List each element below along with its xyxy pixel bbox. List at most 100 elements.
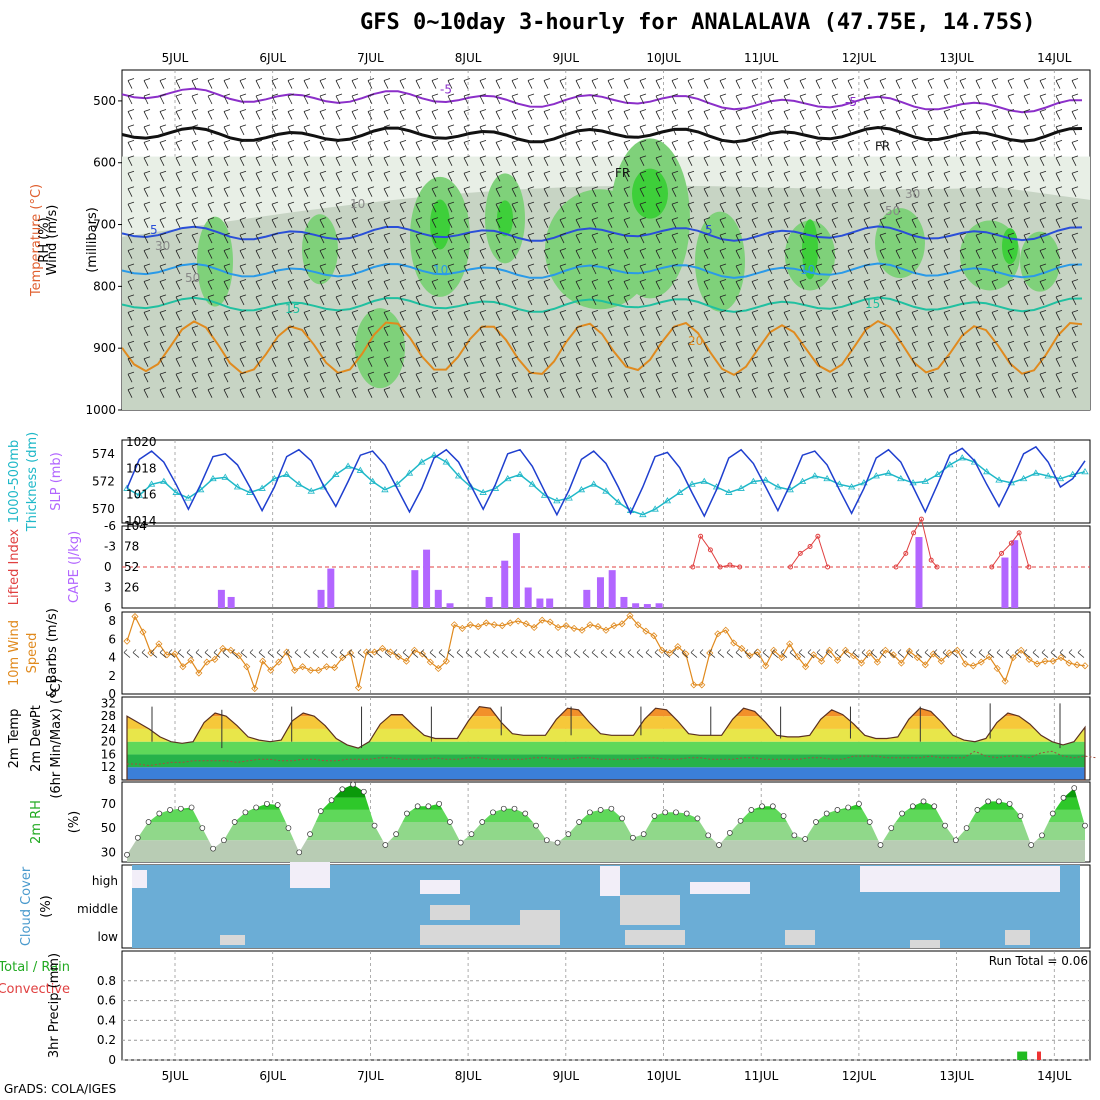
wind-barb [383,139,391,151]
rh-point [630,834,636,841]
wind-barb [367,186,375,197]
wind-barb [815,109,823,120]
wind-barb [943,124,951,136]
wind-barb [879,387,887,398]
wind-barb [383,309,391,321]
wind-barb [783,340,791,352]
wind-barb [623,155,631,166]
surface-wind-barb [591,649,599,658]
temp-band [127,767,1085,780]
rh-point [791,832,798,839]
wind-barb [1039,356,1047,367]
rh-point [716,842,722,848]
wind-barb [959,309,967,321]
cape-bar [546,598,554,608]
wind-barb [175,309,183,321]
wind-speed-point [690,681,698,689]
wind-barb [943,217,951,228]
date-label-top: 9JUL [552,51,579,65]
wind-barb [1007,217,1015,228]
wind-barb [591,217,599,228]
wind-barb [367,78,375,89]
wind-barb [959,155,967,166]
wind-barb [543,232,551,244]
wind-barb [271,109,279,120]
wind-barb [287,356,295,367]
date-label-top: 10JUL [646,51,681,65]
wind-barb [415,356,423,367]
wind-barb [479,186,487,197]
wind-barb [671,155,679,166]
cape-bar [446,603,454,608]
wind-barb [991,93,999,105]
date-label-top: 5JUL [162,51,189,65]
wind-speed-point [219,644,227,653]
wind-barb [207,263,215,275]
wind-barb [879,294,887,306]
wind-barb [127,124,135,136]
wind-barb [607,217,615,228]
wind-barb [703,109,711,120]
panel-label: Thickness (dm) [25,432,40,532]
wind-barb [175,93,183,105]
wind-barb [831,340,839,352]
wind-barb [399,201,407,213]
wind-barb [639,155,647,166]
wind-barb [559,201,567,213]
panel-label: 2m DewPt [29,705,44,772]
wind-barb [671,78,679,89]
wind-barb [815,170,823,182]
temp-band [127,741,1085,755]
wind-barb [607,387,615,398]
wind-barb [991,309,999,321]
wind-barb [575,109,583,120]
wind-barb [879,78,887,89]
wind-barb [799,325,807,336]
wind-barb [991,139,999,151]
wind-barb [815,387,823,398]
wind-barb [447,217,455,228]
wind-barb [287,371,295,383]
wind-barb [911,279,919,290]
isotherm-label: 10 [433,263,448,277]
wind-barb [927,170,935,182]
wind-barb [431,279,439,290]
wind-barb [287,325,295,336]
wind-barb [415,78,423,89]
wind-barb [959,387,967,398]
surface-wind-barb [429,649,437,658]
date-label-bottom: 13JUL [939,1069,974,1083]
wind-speed-point [299,663,307,671]
surface-wind-barb [1041,649,1049,658]
temp-tick: 12 [101,760,116,774]
wind-barb [991,248,999,259]
wind-barb [399,217,407,228]
rh-point [543,837,550,844]
wind-barb [927,93,935,105]
wind-barb [927,155,935,166]
wind-barb [911,124,919,136]
wind-speed-point [450,621,458,629]
wind-barb [895,279,903,290]
wind-speed-point [682,650,690,658]
wind-barb [767,248,775,259]
slp-tick: 1014 [126,514,157,528]
pressure-tick: 500 [93,94,116,108]
wind-barb [303,325,311,336]
wind-barb [991,186,999,197]
wind-barb [223,232,231,244]
wind-speed-point [211,655,219,663]
wind-speed-point [841,646,850,654]
rh-point [447,819,453,825]
surface-wind-barb [933,649,941,658]
wind-barb [703,201,711,213]
wind-barb [527,325,535,336]
wind-barb [703,232,711,244]
wind-barb [143,309,151,321]
wind-barb [1055,186,1063,197]
wind-barb [623,170,631,182]
surface-wind-barb [780,649,788,658]
wind-barb [463,340,471,352]
wind-barb [607,294,615,306]
